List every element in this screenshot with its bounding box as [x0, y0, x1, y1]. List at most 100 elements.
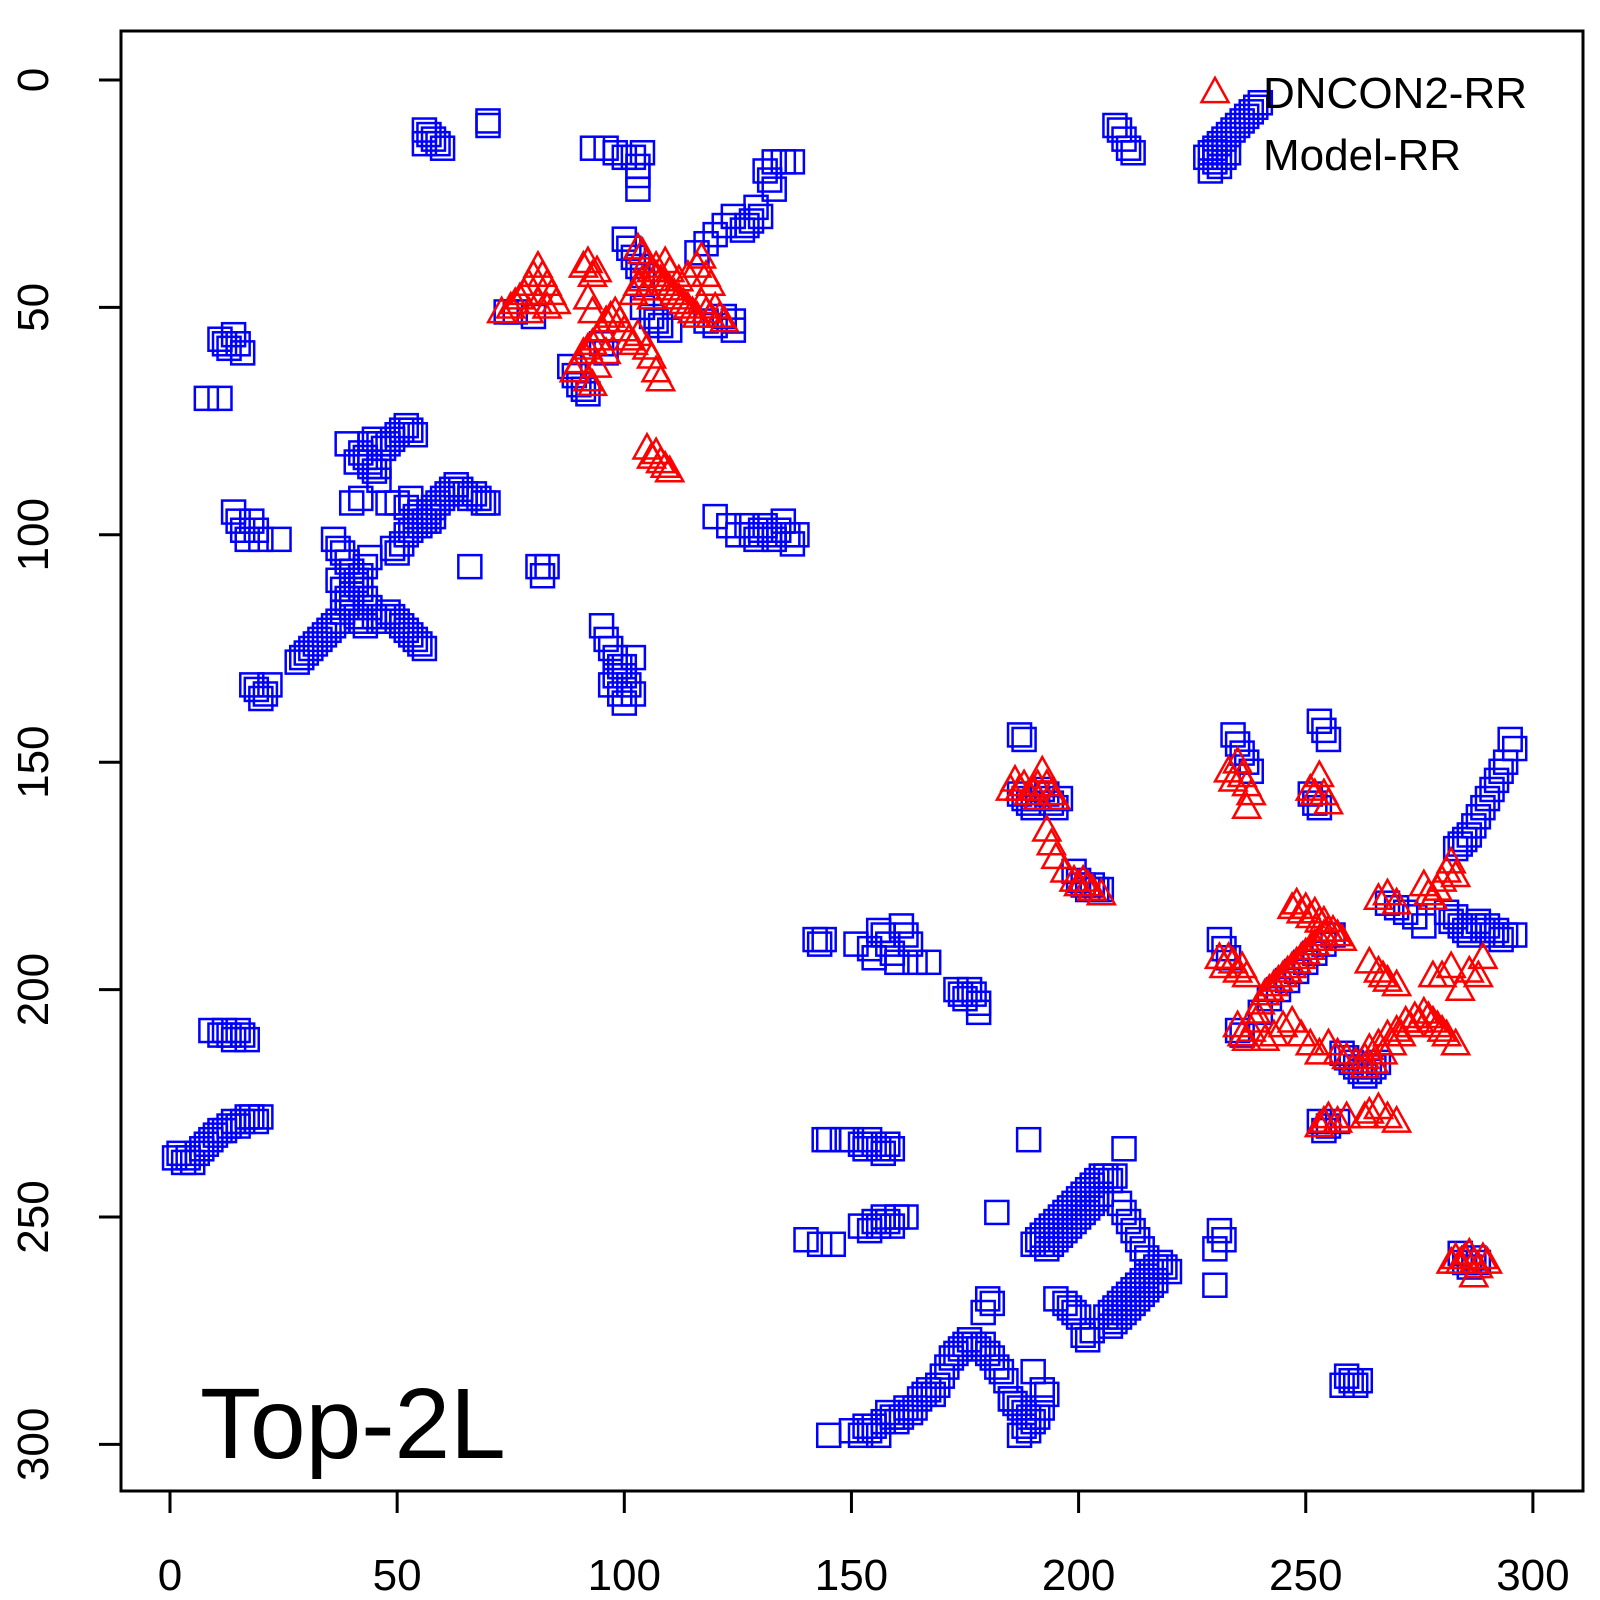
dncon2-rr-point: [1217, 763, 1249, 792]
model-rr-point: [625, 176, 651, 202]
model-rr-point: [225, 508, 251, 534]
model-rr-point: [216, 335, 242, 362]
model-rr-point: [475, 490, 501, 516]
model-rr-point: [1011, 1413, 1037, 1439]
model-rr-point: [1206, 153, 1233, 180]
model-rr-point: [784, 522, 810, 548]
model-rr-point: [388, 531, 415, 557]
model-rr-point: [1488, 758, 1514, 785]
model-rr-point: [398, 517, 424, 544]
dncon2-rr-point: [572, 331, 604, 360]
dncon2-rr-point: [540, 286, 572, 315]
model-rr-point: [1111, 1299, 1137, 1326]
model-rr-point: [1074, 1327, 1101, 1353]
model-rr-point: [1056, 1295, 1083, 1321]
model-rr-point: [352, 444, 379, 471]
dncon2-rr-point: [1290, 936, 1322, 965]
model-rr-point: [956, 1327, 983, 1353]
dncon2-rr-point: [1444, 972, 1476, 1001]
model-rr-point: [811, 926, 837, 953]
dncon2-rr-point: [1453, 954, 1485, 983]
model-rr-point: [557, 353, 583, 380]
model-rr-point: [1065, 1204, 1092, 1230]
model-rr-point: [534, 553, 560, 580]
dncon2-rr-point: [1412, 877, 1445, 906]
model-rr-point: [1197, 158, 1224, 184]
dncon2-rr-point: [635, 281, 668, 310]
model-rr-point: [1070, 1199, 1096, 1226]
dncon2-rr-point: [1303, 922, 1336, 951]
model-rr-point: [334, 431, 360, 457]
model-rr-point: [1106, 117, 1133, 143]
model-rr-point: [702, 221, 728, 248]
dncon2-rr-point: [595, 299, 627, 328]
dncon2-rr-point: [1371, 1100, 1404, 1129]
model-rr-point: [1015, 1126, 1042, 1153]
model-rr-point: [893, 1204, 919, 1230]
dncon2-rr-point: [1362, 1027, 1395, 1056]
dncon2-rr-point: [704, 299, 736, 328]
dncon2-rr-point: [1249, 977, 1281, 1006]
model-rr-point: [1034, 1236, 1060, 1262]
model-rr-point: [402, 626, 429, 653]
model-rr-point: [425, 130, 451, 157]
legend-square-marker: [1202, 139, 1228, 165]
model-rr-point: [252, 681, 279, 707]
model-rr-point: [729, 217, 756, 243]
model-rr-point: [266, 526, 292, 553]
model-rr-point: [947, 981, 974, 1007]
dncon2-rr-point: [1367, 959, 1399, 988]
model-rr-point: [420, 503, 447, 530]
model-rr-point: [361, 458, 388, 484]
model-rr-point: [348, 562, 374, 589]
dncon2-rr-point: [690, 295, 722, 324]
dncon2-rr-point: [1262, 963, 1295, 992]
dncon2-rr-point: [694, 267, 727, 297]
dncon2-rr-point: [635, 440, 668, 469]
model-rr-point: [711, 212, 737, 239]
model-rr-point: [884, 949, 910, 976]
model-rr-point: [343, 572, 370, 598]
model-rr-point: [602, 644, 628, 671]
model-rr-point: [965, 1336, 992, 1362]
model-rr-point: [1501, 922, 1528, 948]
model-rr-point: [1006, 722, 1033, 748]
model-rr-point: [1111, 1136, 1137, 1162]
dncon2-rr-point: [1426, 959, 1458, 988]
model-rr-point: [320, 613, 347, 639]
dncon2-rr-point: [1267, 959, 1299, 988]
dncon2-rr-point: [1267, 1009, 1299, 1038]
model-rr-point: [965, 999, 992, 1026]
model-rr-point: [747, 203, 774, 230]
model-rr-point: [888, 1404, 915, 1430]
model-rr-point: [193, 385, 220, 412]
dncon2-rr-point: [1353, 1031, 1385, 1061]
model-rr-point: [906, 1386, 933, 1412]
model-rr-point: [620, 644, 647, 671]
model-rr-point: [302, 631, 329, 657]
model-rr-point: [1465, 908, 1492, 935]
y-tick-label: 150: [9, 725, 58, 798]
model-rr-point: [1342, 1372, 1369, 1399]
model-rr-point: [1061, 1208, 1087, 1235]
model-rr-point: [593, 626, 619, 653]
model-rr-point: [766, 517, 792, 544]
model-rr-point: [925, 1372, 951, 1399]
model-rr-point: [702, 503, 728, 530]
dncon2-rr-point: [1285, 941, 1317, 970]
dncon2-rr-point: [495, 290, 527, 319]
model-rr-point: [348, 485, 374, 512]
model-rr-point: [375, 599, 401, 625]
model-rr-series: [161, 89, 1528, 1449]
model-rr-point: [1043, 1226, 1069, 1253]
model-rr-point: [248, 526, 274, 553]
model-rr-point: [1501, 735, 1528, 762]
model-rr-point: [384, 421, 410, 448]
model-rr-point: [229, 517, 256, 544]
model-rr-point: [338, 581, 365, 607]
model-rr-point: [393, 412, 419, 439]
model-rr-point: [1156, 1258, 1183, 1285]
model-rr-point: [184, 1140, 211, 1167]
